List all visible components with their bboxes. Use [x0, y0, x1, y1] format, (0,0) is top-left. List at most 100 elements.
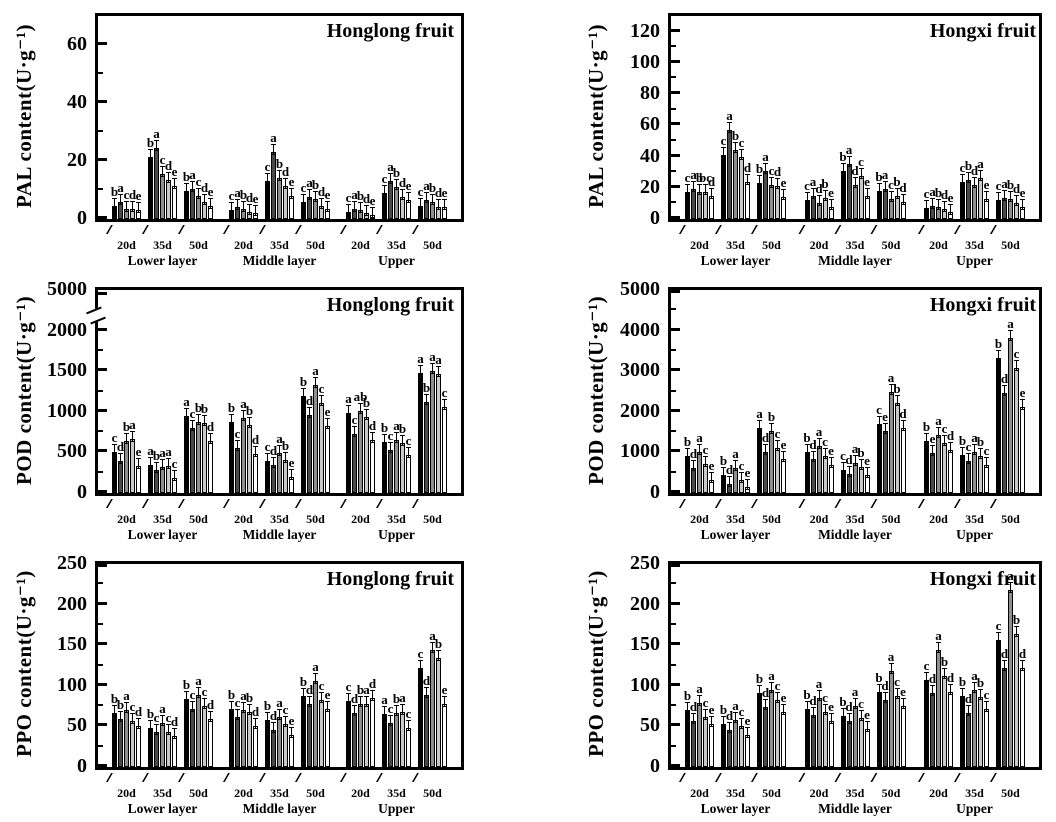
error-bar [781, 703, 786, 715]
bar [307, 415, 312, 493]
sig-letter: e [828, 184, 834, 200]
sig-letter: c [768, 163, 775, 179]
y-axis-label: PPO content(U·g⁻¹) [584, 570, 608, 758]
error-bar [166, 724, 171, 736]
bar [703, 191, 708, 219]
error-bar-line [962, 688, 963, 698]
error-bar [840, 162, 846, 174]
y-minor-tick [671, 138, 676, 141]
error-bar [283, 177, 288, 189]
error-bar [364, 695, 369, 707]
error-bar [978, 689, 983, 701]
sig-letter: e [135, 188, 142, 204]
error-bar-line [950, 442, 951, 452]
error-bar-line [426, 395, 427, 405]
bar [840, 170, 846, 219]
sig-letter: d [964, 690, 973, 706]
error-bar-line [384, 434, 385, 444]
bar [864, 728, 870, 767]
sig-letter: e [900, 684, 906, 700]
y-minor-tick [671, 622, 676, 625]
error-bar [271, 721, 276, 733]
sig-letter: d [1012, 181, 1021, 197]
error-bar-line [360, 203, 361, 213]
error-bar-line [402, 704, 403, 714]
layer-label: Middle layer [818, 527, 892, 542]
bar [241, 418, 246, 493]
y-minor-tick [98, 130, 103, 132]
sig-letter: e [744, 713, 751, 729]
error-bar [810, 451, 816, 463]
error-bar-line [255, 206, 256, 216]
error-bar [769, 177, 774, 189]
error-bar-line [926, 201, 927, 211]
error-bar-line [132, 201, 133, 211]
error-bar-line [192, 181, 193, 191]
y-major-tick [98, 764, 107, 767]
sig-letter: c [738, 704, 745, 720]
day-label: 35d [845, 512, 865, 526]
sig-letter: c [983, 442, 990, 458]
y-tick-label: 0 [650, 755, 660, 777]
error-bar [388, 715, 393, 727]
error-bar-line [830, 713, 832, 723]
sig-letter: a [971, 430, 978, 445]
sig-letter: c [983, 687, 990, 703]
error-bar-line [186, 184, 187, 194]
day-label: 50d [1001, 786, 1020, 800]
error-bar [828, 456, 834, 468]
bar [307, 197, 312, 219]
bar [721, 154, 726, 219]
error-bar-line [705, 456, 706, 466]
sig-letter: a [270, 130, 277, 146]
sig-letter: d [689, 445, 698, 461]
error-bar [936, 642, 941, 654]
bar [424, 402, 429, 493]
error-bar-line [126, 703, 127, 713]
y-minor-tick [98, 348, 103, 351]
bar [691, 720, 696, 767]
error-bar-line [968, 172, 969, 182]
bar [346, 412, 351, 493]
sig-letter: a [845, 142, 853, 158]
sig-letter: c [441, 384, 448, 400]
error-bar-line [291, 728, 292, 738]
error-bar [691, 181, 696, 193]
error-bar [978, 448, 983, 460]
error-bar [852, 454, 858, 466]
bar [769, 185, 774, 219]
error-bar-line [402, 435, 403, 445]
error-bar-line [348, 405, 349, 415]
bar [685, 456, 690, 493]
error-bar [858, 459, 864, 471]
error-bar-line [156, 140, 157, 150]
y-tick-label: 40 [67, 91, 87, 113]
error-bar-line [408, 447, 409, 457]
error-bar [241, 410, 246, 422]
sig-letter: b [994, 336, 1003, 352]
sig-letter: e [324, 686, 331, 702]
sig-letter: e [252, 191, 259, 207]
bar [1002, 392, 1007, 493]
error-bar [148, 457, 153, 468]
error-bar-line [765, 699, 766, 709]
y-tick-label: 0 [77, 207, 87, 229]
sig-letter: c [153, 710, 160, 726]
sig-letter: e [288, 173, 295, 189]
sig-letter: d [946, 670, 955, 686]
y-major-tick [98, 216, 107, 219]
bar [160, 723, 165, 767]
error-bar [996, 192, 1001, 204]
error-bar [781, 189, 786, 201]
sig-letter: c [228, 188, 235, 204]
sig-letter: b [922, 419, 931, 435]
sig-letter: b [893, 173, 901, 189]
error-bar-line [932, 198, 933, 208]
error-bar-line [327, 419, 328, 429]
sig-letter: b [110, 183, 119, 199]
bar [888, 198, 894, 219]
error-bar [301, 687, 306, 699]
day-label: 20d [234, 786, 253, 800]
